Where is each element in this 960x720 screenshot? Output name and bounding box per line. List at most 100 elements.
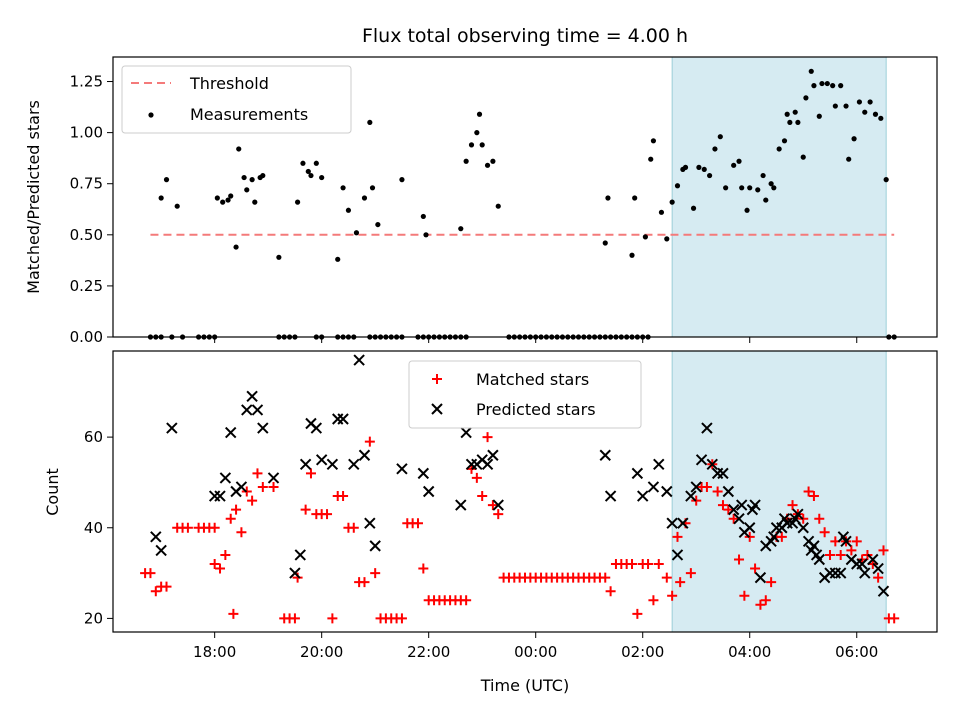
predicted-star-point (647, 481, 660, 493)
measurement-point (369, 185, 376, 191)
measurement-point (214, 195, 220, 201)
measurement-point (803, 95, 809, 101)
bottom-y-axis-label: Count (43, 468, 62, 516)
matched-star-point (348, 522, 359, 533)
x-tick-label: 18:00 (193, 643, 236, 661)
matched-star-point (300, 504, 311, 515)
measurement-point (345, 207, 352, 213)
matched-star-point (209, 522, 220, 533)
predicted-star-point (267, 472, 280, 484)
predicted-star-point (150, 531, 162, 543)
measurement-point (787, 119, 793, 126)
predicted-star-point (677, 517, 689, 529)
predicted-star-point (867, 553, 879, 566)
matched-star-point (600, 572, 611, 583)
measurement-point (228, 193, 234, 199)
predicted-star-point (214, 490, 226, 502)
matched-stars-points (140, 432, 900, 624)
matched-star-point (370, 568, 381, 579)
top-y-tick-label: 0.25 (70, 277, 103, 295)
legend-threshold-label: Threshold (189, 74, 269, 93)
matched-star-point (292, 572, 303, 583)
predicted-star-point (251, 404, 264, 416)
measurement-point (420, 213, 426, 220)
matched-star-point (653, 559, 664, 570)
matched-star-point (648, 595, 659, 606)
predicted-star-point (364, 517, 376, 529)
measurement-point (771, 185, 777, 191)
predicted-star-point (671, 549, 684, 561)
predicted-star-point (695, 454, 708, 466)
measurement-point (236, 146, 242, 152)
predicted-star-point (487, 449, 499, 461)
matched-star-point (228, 608, 239, 619)
legend-matched-swatch (432, 374, 442, 384)
matched-star-point (675, 577, 686, 588)
matched-star-point (477, 491, 488, 502)
measurement-point (739, 185, 745, 191)
matched-star-point (225, 513, 236, 524)
legend-measurements-swatch (148, 112, 154, 118)
matched-star-point (824, 549, 835, 560)
measurement-point (300, 160, 306, 166)
matched-star-point (247, 495, 258, 506)
measurement-point (830, 83, 836, 89)
predicted-star-point (422, 485, 435, 498)
predicted-star-point (219, 472, 232, 484)
matched-star-point (739, 590, 750, 601)
x-axis-label: Time (UTC) (480, 676, 569, 695)
measurement-point (706, 172, 713, 179)
measurement-point (174, 203, 180, 209)
predicted-star-point (735, 499, 748, 511)
bottom-legend: Matched stars Predicted stars (408, 360, 642, 429)
matched-star-point (889, 613, 900, 624)
measurement-point (632, 195, 638, 201)
predicted-star-point (749, 499, 761, 511)
measurement-point (474, 130, 480, 136)
matched-star-point (327, 613, 338, 624)
predicted-star-point (166, 422, 178, 434)
measurement-point (353, 230, 360, 236)
matched-star-point (878, 545, 889, 556)
x-tick-label: 04:00 (728, 643, 771, 661)
predicted-star-point (455, 499, 467, 511)
measurement-point (361, 195, 368, 201)
chart-title: Flux total observing time = 4.00 h (362, 25, 688, 47)
predicted-star-point (332, 413, 344, 425)
measurement-point (648, 156, 654, 162)
top-y-tick-label: 0.75 (70, 175, 103, 193)
predicted-star-point (808, 540, 820, 552)
matched-star-point (643, 559, 654, 570)
measurement-point (319, 174, 325, 181)
measurement-point (233, 244, 239, 250)
measurement-point (664, 236, 670, 242)
measurement-point (832, 103, 838, 109)
predicted-star-point (706, 458, 718, 471)
measurement-point (602, 240, 608, 246)
top-legend: Threshold Measurements (121, 65, 352, 134)
measurement-point (747, 185, 753, 191)
predicted-star-point (768, 531, 780, 543)
predicted-star-point (369, 540, 381, 552)
bottom-y-tick-label: 40 (84, 519, 103, 537)
matched-star-point (605, 586, 616, 597)
measurement-point (669, 199, 675, 205)
matched-star-point (396, 613, 407, 624)
predicted-star-point (856, 558, 868, 570)
predicted-star-point (208, 490, 221, 502)
measurement-point (367, 119, 373, 126)
matched-star-point (471, 472, 482, 483)
measurement-point (763, 197, 769, 203)
measurement-point (605, 195, 611, 201)
measurement-point (241, 174, 247, 181)
measurement-point (476, 111, 483, 117)
matched-star-point (215, 563, 226, 574)
measurement-point (862, 109, 868, 115)
matched-star-point (717, 500, 728, 511)
measurement-point (843, 103, 849, 109)
measurement-point (795, 119, 801, 126)
measurement-point (872, 111, 879, 117)
matched-star-point (712, 486, 723, 497)
matched-star-point (268, 481, 279, 492)
measurement-point (851, 136, 857, 142)
